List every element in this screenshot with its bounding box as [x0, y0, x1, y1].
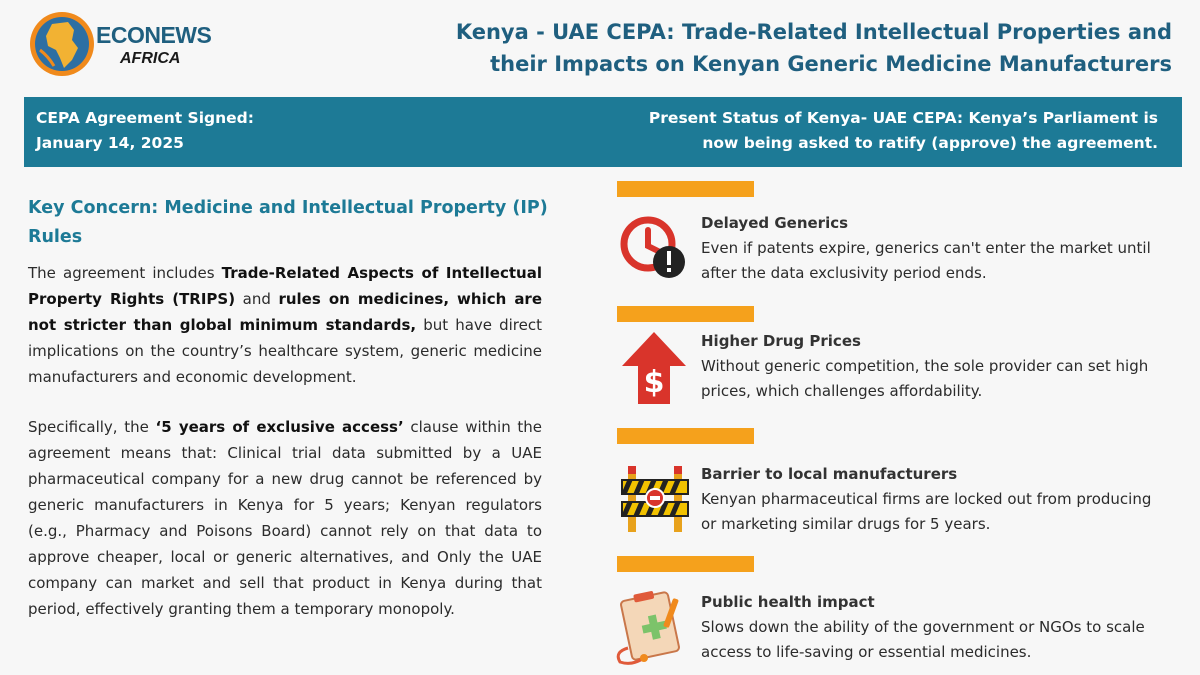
econews-africa-logo: ECONEWS AFRICA [28, 10, 212, 80]
impact-title: Public health impact [701, 593, 875, 611]
p1-text-1: The agreement includes [28, 264, 222, 282]
impact-title: Higher Drug Prices [701, 332, 861, 350]
page-title: Kenya - UAE CEPA: Trade-Related Intellec… [455, 20, 1172, 76]
p1-bold-2: rules on medicines, which are not strict… [28, 290, 543, 334]
medical-clipboard-icon [616, 591, 680, 665]
logo-text-africa: AFRICA [120, 50, 181, 67]
impact-body: Kenyan pharmaceutical firms are locked o… [701, 490, 1152, 533]
separator-bar [617, 306, 754, 322]
signed-label: CEPA Agreement Signed: [36, 109, 254, 127]
signed-date: January 14, 2025 [36, 134, 184, 152]
barrier-icon [621, 466, 689, 532]
p2-text-1: Specifically, the [28, 418, 156, 436]
p1-text-2: and [235, 290, 279, 308]
impact-title: Barrier to local manufacturers [701, 465, 958, 483]
p1-bold-1: Trade-Related Aspects of Intellectual Pr… [28, 264, 542, 308]
separator-bar [617, 181, 754, 197]
p2-text-2: clause within the agreement means that: … [28, 418, 543, 618]
impact-body: Without generic competition, the sole pr… [701, 357, 1149, 400]
paragraph-2: Specifically, the ‘5 years of exclusive … [28, 414, 542, 622]
info-banner: CEPA Agreement Signed: January 14, 2025 … [24, 97, 1182, 167]
signed-block: CEPA Agreement Signed: January 14, 2025 [36, 106, 254, 156]
svg-text:$: $ [644, 365, 665, 400]
globe-icon [30, 12, 94, 76]
status-block: Present Status of Kenya- UAE CEPA: Kenya… [598, 106, 1158, 156]
separator-bar [617, 428, 754, 444]
paragraph-1: The agreement includes Trade-Related Asp… [28, 260, 542, 390]
impact-body: Even if patents expire, generics can't e… [701, 239, 1151, 282]
impact-title: Delayed Generics [701, 214, 849, 232]
p2-bold-1: ‘5 years of exclusive access’ [155, 418, 404, 436]
clock-warning-icon [620, 216, 685, 278]
status-line-2: now being asked to ratify (approve) the … [702, 134, 1158, 152]
concern-heading: Key Concern: Medicine and Intellectual P… [28, 198, 548, 247]
status-line-1: Present Status of Kenya- UAE CEPA: Kenya… [648, 109, 1158, 127]
price-up-icon: $ [622, 332, 686, 404]
separator-bar [617, 556, 754, 572]
logo-text-econews: ECONEWS [96, 22, 212, 48]
impact-body: Slows down the ability of the government… [701, 618, 1145, 661]
p1-text-3: but have direct implications on the coun… [28, 316, 542, 386]
